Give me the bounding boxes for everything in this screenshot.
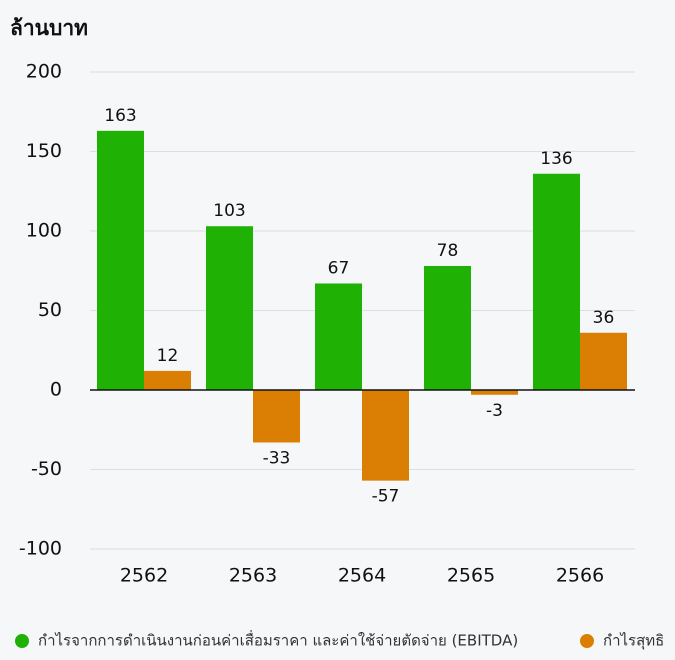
y-tick-label: -50: [31, 458, 62, 480]
x-tick-label: 2565: [447, 565, 495, 587]
y-tick-label: 150: [26, 140, 62, 162]
value-label: 136: [540, 149, 572, 169]
value-label: 36: [593, 308, 615, 328]
value-label: -33: [263, 448, 291, 468]
bar: [471, 390, 518, 395]
x-tick-label: 2562: [120, 565, 168, 587]
y-tick-label: -100: [19, 538, 62, 560]
y-tick-label: 50: [38, 299, 62, 321]
y-tick-label: 100: [26, 220, 62, 242]
bar: [253, 390, 300, 443]
bar: [206, 226, 253, 390]
bar: [533, 173, 580, 390]
y-tick-label: 200: [26, 61, 62, 83]
value-label: -3: [486, 401, 503, 421]
legend-label: กำไรสุทธิ: [603, 632, 664, 651]
x-tick-label: 2566: [556, 565, 604, 587]
value-label: 12: [157, 346, 179, 366]
value-label: 67: [328, 258, 350, 278]
value-label: -57: [372, 487, 400, 507]
bar: [97, 130, 144, 390]
legend-swatch: [15, 634, 29, 648]
legend-swatch: [580, 634, 594, 648]
x-tick-label: 2564: [338, 565, 386, 587]
value-label: 78: [437, 241, 459, 261]
bar: [315, 283, 362, 390]
bar: [362, 390, 409, 481]
legend-label: กำไรจากการดำเนินงานก่อนค่าเสื่อมราคา และ…: [38, 630, 518, 650]
y-axis-title: ล้านบาท: [10, 16, 88, 40]
bar: [580, 332, 627, 390]
bar: [144, 370, 191, 390]
value-label: 103: [213, 201, 245, 221]
bar: [424, 265, 471, 390]
x-tick-label: 2563: [229, 565, 277, 587]
y-tick-label: 0: [50, 379, 62, 401]
value-label: 163: [104, 106, 136, 126]
